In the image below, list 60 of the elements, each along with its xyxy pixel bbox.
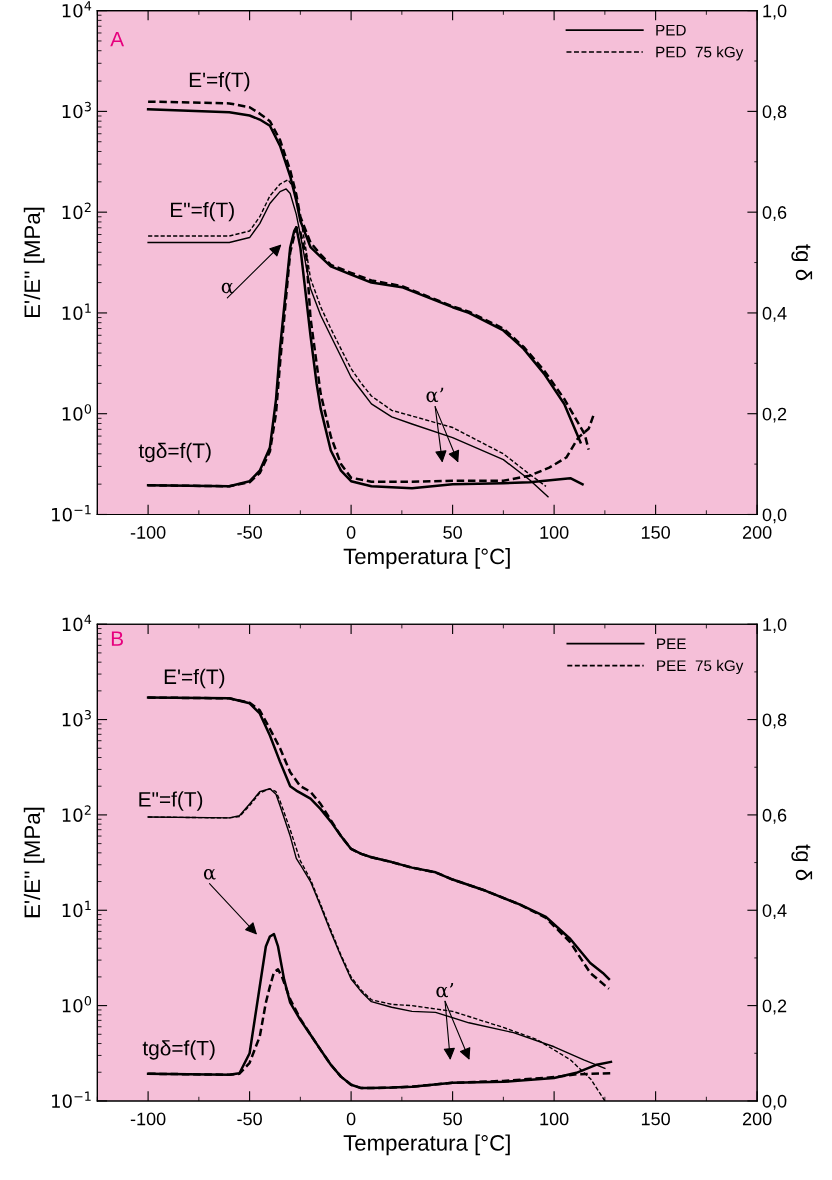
y-tick-label: 10$^{3}$ (62, 101, 91, 119)
y2-tick-label: 1,0 (763, 4, 787, 20)
y2-tick-label: 0,6 (762, 206, 787, 222)
y-tick-label: 10$^{4}$ (62, 614, 92, 632)
x-tick-label: 150 (641, 526, 670, 539)
x-tick-label: -100 (130, 1112, 166, 1126)
x-tick-label: 50 (443, 526, 462, 539)
y-tick-label: 10$^{0}$ (62, 404, 92, 421)
y2-tick-label: 0,8 (762, 713, 787, 729)
legend-label: PED 75 kGy (656, 46, 744, 61)
legend-label: PED (656, 24, 686, 36)
annotation: E'=f(T) (189, 71, 250, 92)
annotation: B (111, 631, 123, 646)
annotation: α’ (436, 982, 454, 998)
annotation: α (203, 869, 216, 880)
annotation: α’ (426, 387, 444, 403)
annotation: A (110, 31, 125, 47)
y2-tick-label: 0,0 (762, 1094, 787, 1110)
y2-tick-label: 0,4 (762, 306, 787, 322)
y2-tick-label: 1,0 (763, 618, 787, 634)
y2-axis-title: tg δ (791, 844, 813, 881)
y-tick-label: 10$^{2}$ (62, 805, 91, 822)
annotation: E"=f(T) (139, 791, 203, 811)
y2-tick-label: 0,8 (762, 105, 787, 121)
y2-tick-label: 0,0 (762, 508, 787, 524)
y-tick-label: 10$^{−1}$ (52, 505, 91, 522)
y-tick-label: 10$^{−1}$ (52, 1091, 91, 1108)
legend-label: PEE 75 kGy (657, 659, 744, 675)
x-tick-label: 200 (742, 1112, 772, 1126)
x-tick-label: -50 (237, 526, 262, 539)
y-tick-label: 10$^{1}$ (62, 900, 91, 918)
y-tick-label: 10$^{0}$ (62, 996, 92, 1013)
annotation: tgδ=f(T) (142, 1040, 215, 1060)
legend-label: PEE (657, 638, 686, 650)
annotation: E"=f(T) (171, 201, 234, 222)
y2-tick-label: 0,2 (762, 407, 787, 423)
y-tick-label: 10$^{4}$ (62, 1, 92, 18)
x-tick-label: 100 (540, 526, 569, 539)
x-axis-title: Temperatura [°C] (343, 547, 510, 569)
x-tick-label: 100 (540, 1112, 569, 1126)
y-axis-title: E'/E'' [MPa] (23, 207, 45, 318)
y2-tick-label: 0,2 (762, 999, 787, 1015)
y2-tick-label: 0,4 (762, 904, 787, 920)
x-tick-label: 200 (742, 526, 772, 539)
y-tick-label: 10$^{1}$ (62, 303, 91, 320)
y2-tick-label: 0,6 (762, 808, 787, 824)
x-axis-title: Temperatura [°C] (343, 1134, 510, 1156)
annotation: α (221, 282, 234, 294)
annotation: E'=f(T) (164, 668, 225, 689)
y-tick-label: 10$^{3}$ (62, 709, 91, 727)
y2-axis-title: tg δ (791, 244, 813, 281)
y-tick-label: 10$^{2}$ (62, 202, 91, 220)
x-tick-label: -100 (130, 526, 166, 539)
x-tick-label: 50 (443, 1112, 462, 1126)
x-tick-label: 0 (346, 1112, 356, 1126)
x-tick-label: -50 (237, 1112, 262, 1126)
x-tick-label: 150 (641, 1112, 670, 1126)
y-axis-title: E'/E'' [MPa] (23, 807, 45, 918)
x-tick-label: 0 (346, 526, 356, 539)
annotation: tgδ=f(T) (138, 442, 211, 463)
